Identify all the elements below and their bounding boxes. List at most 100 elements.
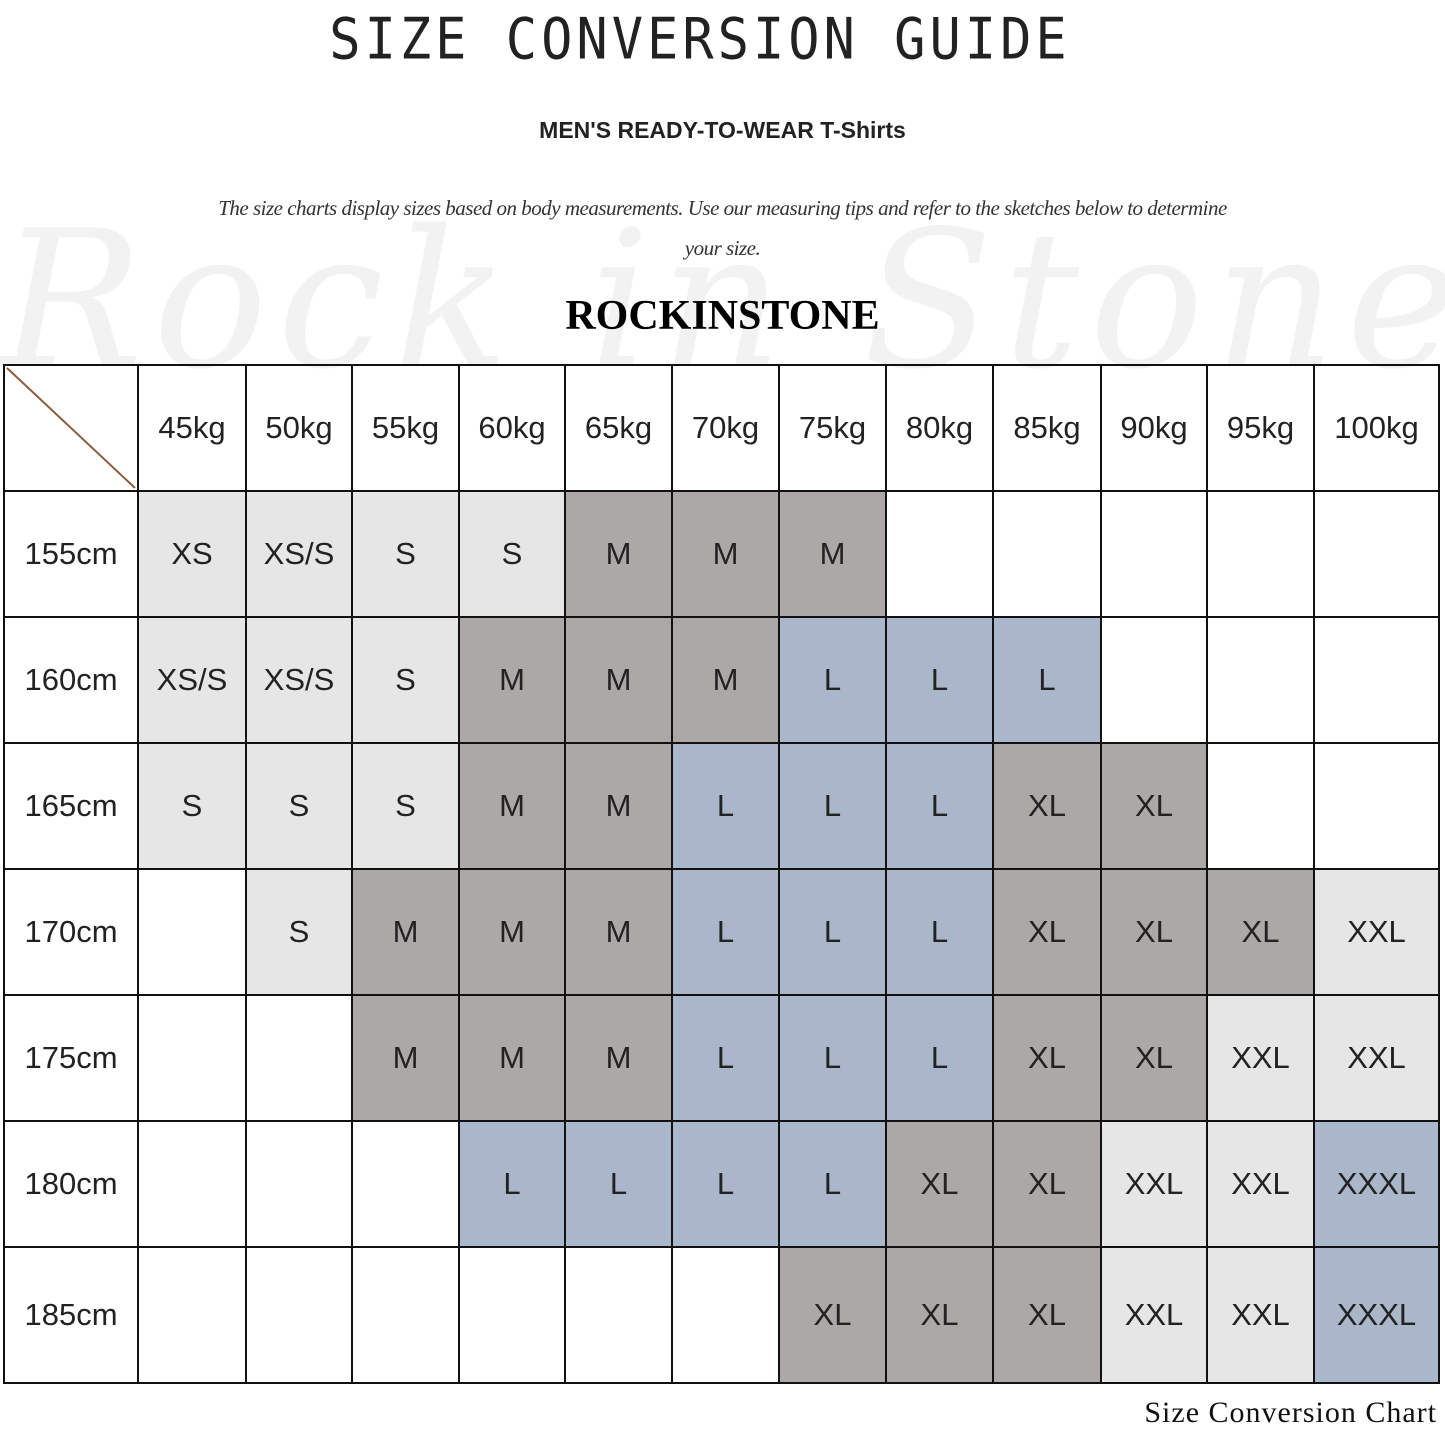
weight-header: 75kg: [778, 364, 887, 492]
size-cell: XL: [885, 1246, 994, 1384]
size-cell: S: [351, 490, 460, 618]
size-cell: M: [564, 742, 673, 870]
table-row: 180cm L L L L XL XL XXL XXL XXXL: [3, 1120, 1440, 1248]
size-cell: L: [885, 616, 994, 744]
size-cell: M: [458, 868, 566, 996]
size-cell: [1313, 490, 1440, 618]
size-cell: XS: [137, 490, 247, 618]
size-cell: L: [778, 742, 887, 870]
size-cell: S: [245, 868, 353, 996]
size-cell: S: [137, 742, 247, 870]
size-cell: L: [992, 616, 1102, 744]
height-label: 185cm: [3, 1246, 139, 1384]
size-cell: [351, 1120, 460, 1248]
size-cell: M: [351, 994, 460, 1122]
description: The size charts display sizes based on b…: [218, 196, 1227, 260]
footer-caption: Size Conversion Chart: [1144, 1396, 1437, 1429]
size-cell: [1313, 742, 1440, 870]
size-cell: XXL: [1206, 1246, 1315, 1384]
table-row: 170cm S M M M L L L XL XL XL XXL: [3, 868, 1440, 996]
height-label: 160cm: [3, 616, 139, 744]
diagonal-line: [6, 367, 136, 489]
size-cell: [1100, 616, 1208, 744]
corner-cell: [3, 364, 139, 492]
size-cell: XL: [992, 742, 1102, 870]
size-cell: M: [458, 994, 566, 1122]
size-cell: M: [671, 616, 780, 744]
size-cell: L: [885, 994, 994, 1122]
weight-header: 50kg: [245, 364, 353, 492]
weight-header: 90kg: [1100, 364, 1208, 492]
size-cell: L: [671, 742, 780, 870]
size-cell: [1206, 490, 1315, 618]
size-cell: L: [778, 1120, 887, 1248]
size-cell: L: [885, 868, 994, 996]
size-cell: S: [351, 616, 460, 744]
size-cell: L: [778, 868, 887, 996]
size-cell: XL: [992, 868, 1102, 996]
size-cell: [245, 994, 353, 1122]
size-cell: XS/S: [245, 616, 353, 744]
size-cell: M: [351, 868, 460, 996]
size-cell: XXL: [1313, 868, 1440, 996]
weight-header: 65kg: [564, 364, 673, 492]
size-cell: [564, 1246, 673, 1384]
size-cell: [1100, 490, 1208, 618]
size-cell: M: [458, 616, 566, 744]
weight-header: 60kg: [458, 364, 566, 492]
size-cell: [351, 1246, 460, 1384]
size-cell: XL: [1100, 994, 1208, 1122]
page-subtitle: MEN'S READY-TO-WEAR T-Shirts: [539, 117, 906, 143]
weight-header: 70kg: [671, 364, 780, 492]
brand-name: ROCKINSTONE: [565, 293, 880, 339]
size-cell: XXL: [1206, 1120, 1315, 1248]
size-cell: L: [671, 868, 780, 996]
size-cell: XXL: [1313, 994, 1440, 1122]
page-title: SIZE CONVERSION GUIDE: [329, 7, 1071, 73]
size-cell: [1313, 616, 1440, 744]
size-cell: [137, 1120, 247, 1248]
size-cell: M: [564, 994, 673, 1122]
size-cell: S: [458, 490, 566, 618]
size-cell: XL: [992, 1246, 1102, 1384]
size-cell: XXL: [1100, 1246, 1208, 1384]
size-cell: [137, 1246, 247, 1384]
size-cell: XS/S: [245, 490, 353, 618]
size-cell: XXL: [1206, 994, 1315, 1122]
table-row: 155cm XS XS/S S S M M M: [3, 490, 1440, 618]
size-cell: XXXL: [1313, 1246, 1440, 1384]
size-cell: M: [564, 868, 673, 996]
weight-header: 80kg: [885, 364, 994, 492]
table-row: 160cm XS/S XS/S S M M M L L L: [3, 616, 1440, 744]
height-label: 175cm: [3, 994, 139, 1122]
size-cell: XL: [992, 1120, 1102, 1248]
height-label: 155cm: [3, 490, 139, 618]
weight-header: 95kg: [1206, 364, 1315, 492]
size-cell: XL: [778, 1246, 887, 1384]
size-cell: [245, 1120, 353, 1248]
size-cell: [1206, 742, 1315, 870]
size-cell: L: [671, 1120, 780, 1248]
size-cell: M: [564, 490, 673, 618]
size-cell: [992, 490, 1102, 618]
size-cell: S: [245, 742, 353, 870]
size-cell: M: [671, 490, 780, 618]
size-cell: XXL: [1100, 1120, 1208, 1248]
height-label: 170cm: [3, 868, 139, 996]
size-cell: L: [778, 616, 887, 744]
size-cell: M: [778, 490, 887, 618]
size-cell: S: [351, 742, 460, 870]
size-cell: [458, 1246, 566, 1384]
size-table: 45kg 50kg 55kg 60kg 65kg 70kg 75kg 80kg 85kg 90kg…: [3, 364, 1440, 1384]
size-cell: XL: [992, 994, 1102, 1122]
weight-header: 55kg: [351, 364, 460, 492]
size-cell: L: [458, 1120, 566, 1248]
table-row: 175cm M M M L L L XL XL XXL XXL: [3, 994, 1440, 1122]
height-label: 165cm: [3, 742, 139, 870]
size-cell: XS/S: [137, 616, 247, 744]
size-cell: L: [564, 1120, 673, 1248]
size-cell: [137, 868, 247, 996]
weight-header: 85kg: [992, 364, 1102, 492]
weight-header: 100kg: [1313, 364, 1440, 492]
size-cell: [245, 1246, 353, 1384]
